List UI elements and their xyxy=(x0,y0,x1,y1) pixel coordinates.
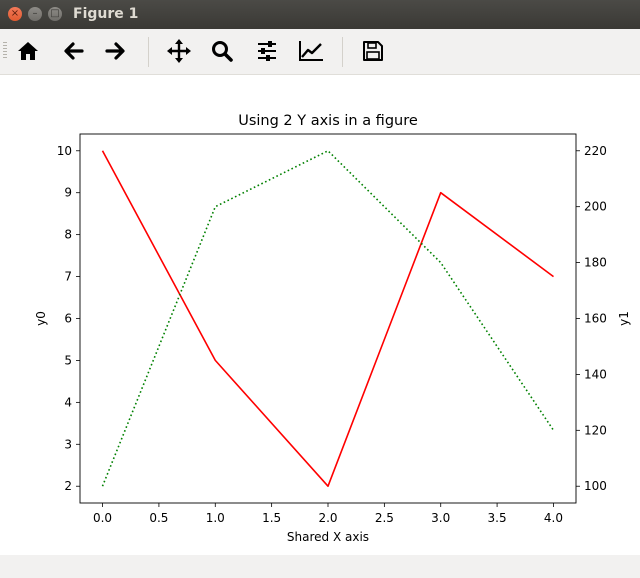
back-arrow-icon xyxy=(64,42,84,60)
home-icon xyxy=(18,42,38,60)
x-tick-label: 2.5 xyxy=(375,511,394,525)
toolbar-separator xyxy=(342,37,343,67)
status-bar xyxy=(0,555,640,578)
y-right-tick-label: 160 xyxy=(584,312,607,326)
x-tick-label: 1.0 xyxy=(206,511,225,525)
save-floppy-icon xyxy=(363,41,383,61)
customize-button[interactable] xyxy=(296,37,326,65)
save-button[interactable] xyxy=(358,37,388,65)
y-left-tick-label: 9 xyxy=(64,186,72,200)
chart-title: Using 2 Y axis in a figure xyxy=(238,113,418,129)
home-button[interactable] xyxy=(13,37,43,65)
x-tick-label: 0.0 xyxy=(93,511,112,525)
series-line-left-axis xyxy=(101,150,554,488)
subplots-button[interactable] xyxy=(252,37,282,65)
y-left-tick-label: 6 xyxy=(64,312,72,326)
forward-button[interactable] xyxy=(101,37,131,65)
window-maximize-button[interactable]: □ xyxy=(48,7,62,21)
x-tick-label: 3.0 xyxy=(431,511,450,525)
toolbar-grip[interactable] xyxy=(3,42,7,60)
y-left-tick-label: 3 xyxy=(64,437,72,451)
configure-subplots-icon xyxy=(258,41,276,61)
series-line-right-axis xyxy=(101,150,555,487)
window-titlebar[interactable]: × – □ Figure 1 xyxy=(0,0,640,29)
y-right-tick-label: 100 xyxy=(584,479,607,493)
navigation-toolbar xyxy=(0,29,640,75)
forward-arrow-icon xyxy=(105,42,125,60)
zoom-magnifier-icon xyxy=(212,41,233,62)
pan-button[interactable] xyxy=(164,37,194,65)
y-right-tick-label: 220 xyxy=(584,144,607,158)
y-right-tick-label: 180 xyxy=(584,256,607,270)
x-tick-label: 0.5 xyxy=(149,511,168,525)
x-tick-label: 2.0 xyxy=(318,511,337,525)
line-chart: Using 2 Y axis in a figure 0.0 0.5 1.0 1.5 2.… xyxy=(34,113,631,544)
y-right-tick-label: 200 xyxy=(584,200,607,214)
y-left-tick-label: 5 xyxy=(64,353,72,367)
plot-area-frame xyxy=(79,133,577,504)
toolbar-separator xyxy=(148,37,149,67)
zoom-button[interactable] xyxy=(207,37,237,65)
edit-axis-line-icon xyxy=(299,41,323,61)
y-right-axis-label: y1 xyxy=(617,311,631,326)
y-right-tick-label: 120 xyxy=(584,423,607,437)
y-left-tick-label: 7 xyxy=(64,270,72,284)
back-button[interactable] xyxy=(58,37,88,65)
y-left-tick-label: 8 xyxy=(64,228,72,242)
pan-move-icon xyxy=(167,39,191,63)
window-title: Figure 1 xyxy=(73,6,139,22)
window-close-button[interactable]: × xyxy=(8,7,22,21)
y-left-tick-label: 4 xyxy=(64,395,72,409)
x-tick-label: 1.5 xyxy=(262,511,281,525)
y-right-tick-label: 140 xyxy=(584,367,607,381)
x-tick-label: 4.0 xyxy=(544,511,563,525)
figure-canvas[interactable]: Using 2 Y axis in a figure 0.0 0.5 1.0 1.5 2.… xyxy=(0,75,640,555)
y-left-tick-label: 2 xyxy=(64,479,72,493)
y-left-axis-label: y0 xyxy=(34,311,48,326)
x-axis-label: Shared X axis xyxy=(287,530,369,544)
y-left-tick-label: 10 xyxy=(57,144,72,158)
x-tick-label: 3.5 xyxy=(488,511,507,525)
window-minimize-button[interactable]: – xyxy=(28,7,42,21)
